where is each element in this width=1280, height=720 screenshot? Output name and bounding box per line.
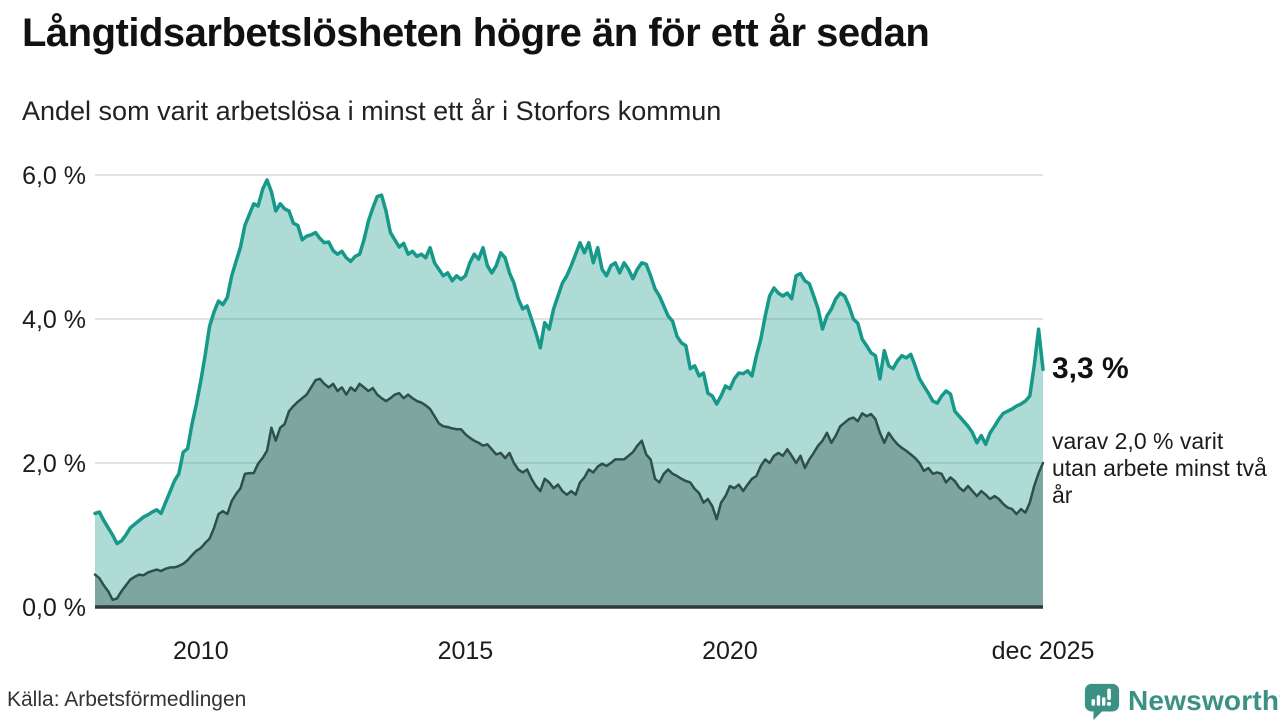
series-one-year-line <box>93 178 1045 546</box>
y-tick-label-0: 0,0 % <box>22 594 86 622</box>
x-tick-label-dec-2025: dec 2025 <box>992 637 1095 665</box>
latest-value-label: 3,3 % <box>1052 352 1129 385</box>
newsworthy-wordmark: Newsworthy <box>1128 685 1280 716</box>
chart-subtitle: Andel som varit arbetslösa i minst ett å… <box>22 96 722 126</box>
x-tick-label-2020: 2020 <box>702 637 758 665</box>
newsworthy-logo: Newsworthy <box>1083 682 1280 720</box>
series-two-year-area <box>95 378 1043 607</box>
y-tick-label-6: 6,0 % <box>22 162 86 190</box>
two-year-annotation: varav 2,0 % varit utan arbete minst två … <box>1052 428 1267 508</box>
source-text: Källa: Arbetsförmedlingen <box>7 688 247 711</box>
x-tick-label-2010: 2010 <box>173 637 229 665</box>
x-tick-label-2015: 2015 <box>438 637 494 665</box>
y-tick-label-4: 4,0 % <box>22 306 86 334</box>
page-title: Långtidsarbetslösheten högre än för ett … <box>22 11 930 55</box>
y-tick-label-2: 2,0 % <box>22 450 86 478</box>
series-two-year-line <box>93 377 1045 602</box>
newsworthy-icon <box>1084 683 1120 720</box>
